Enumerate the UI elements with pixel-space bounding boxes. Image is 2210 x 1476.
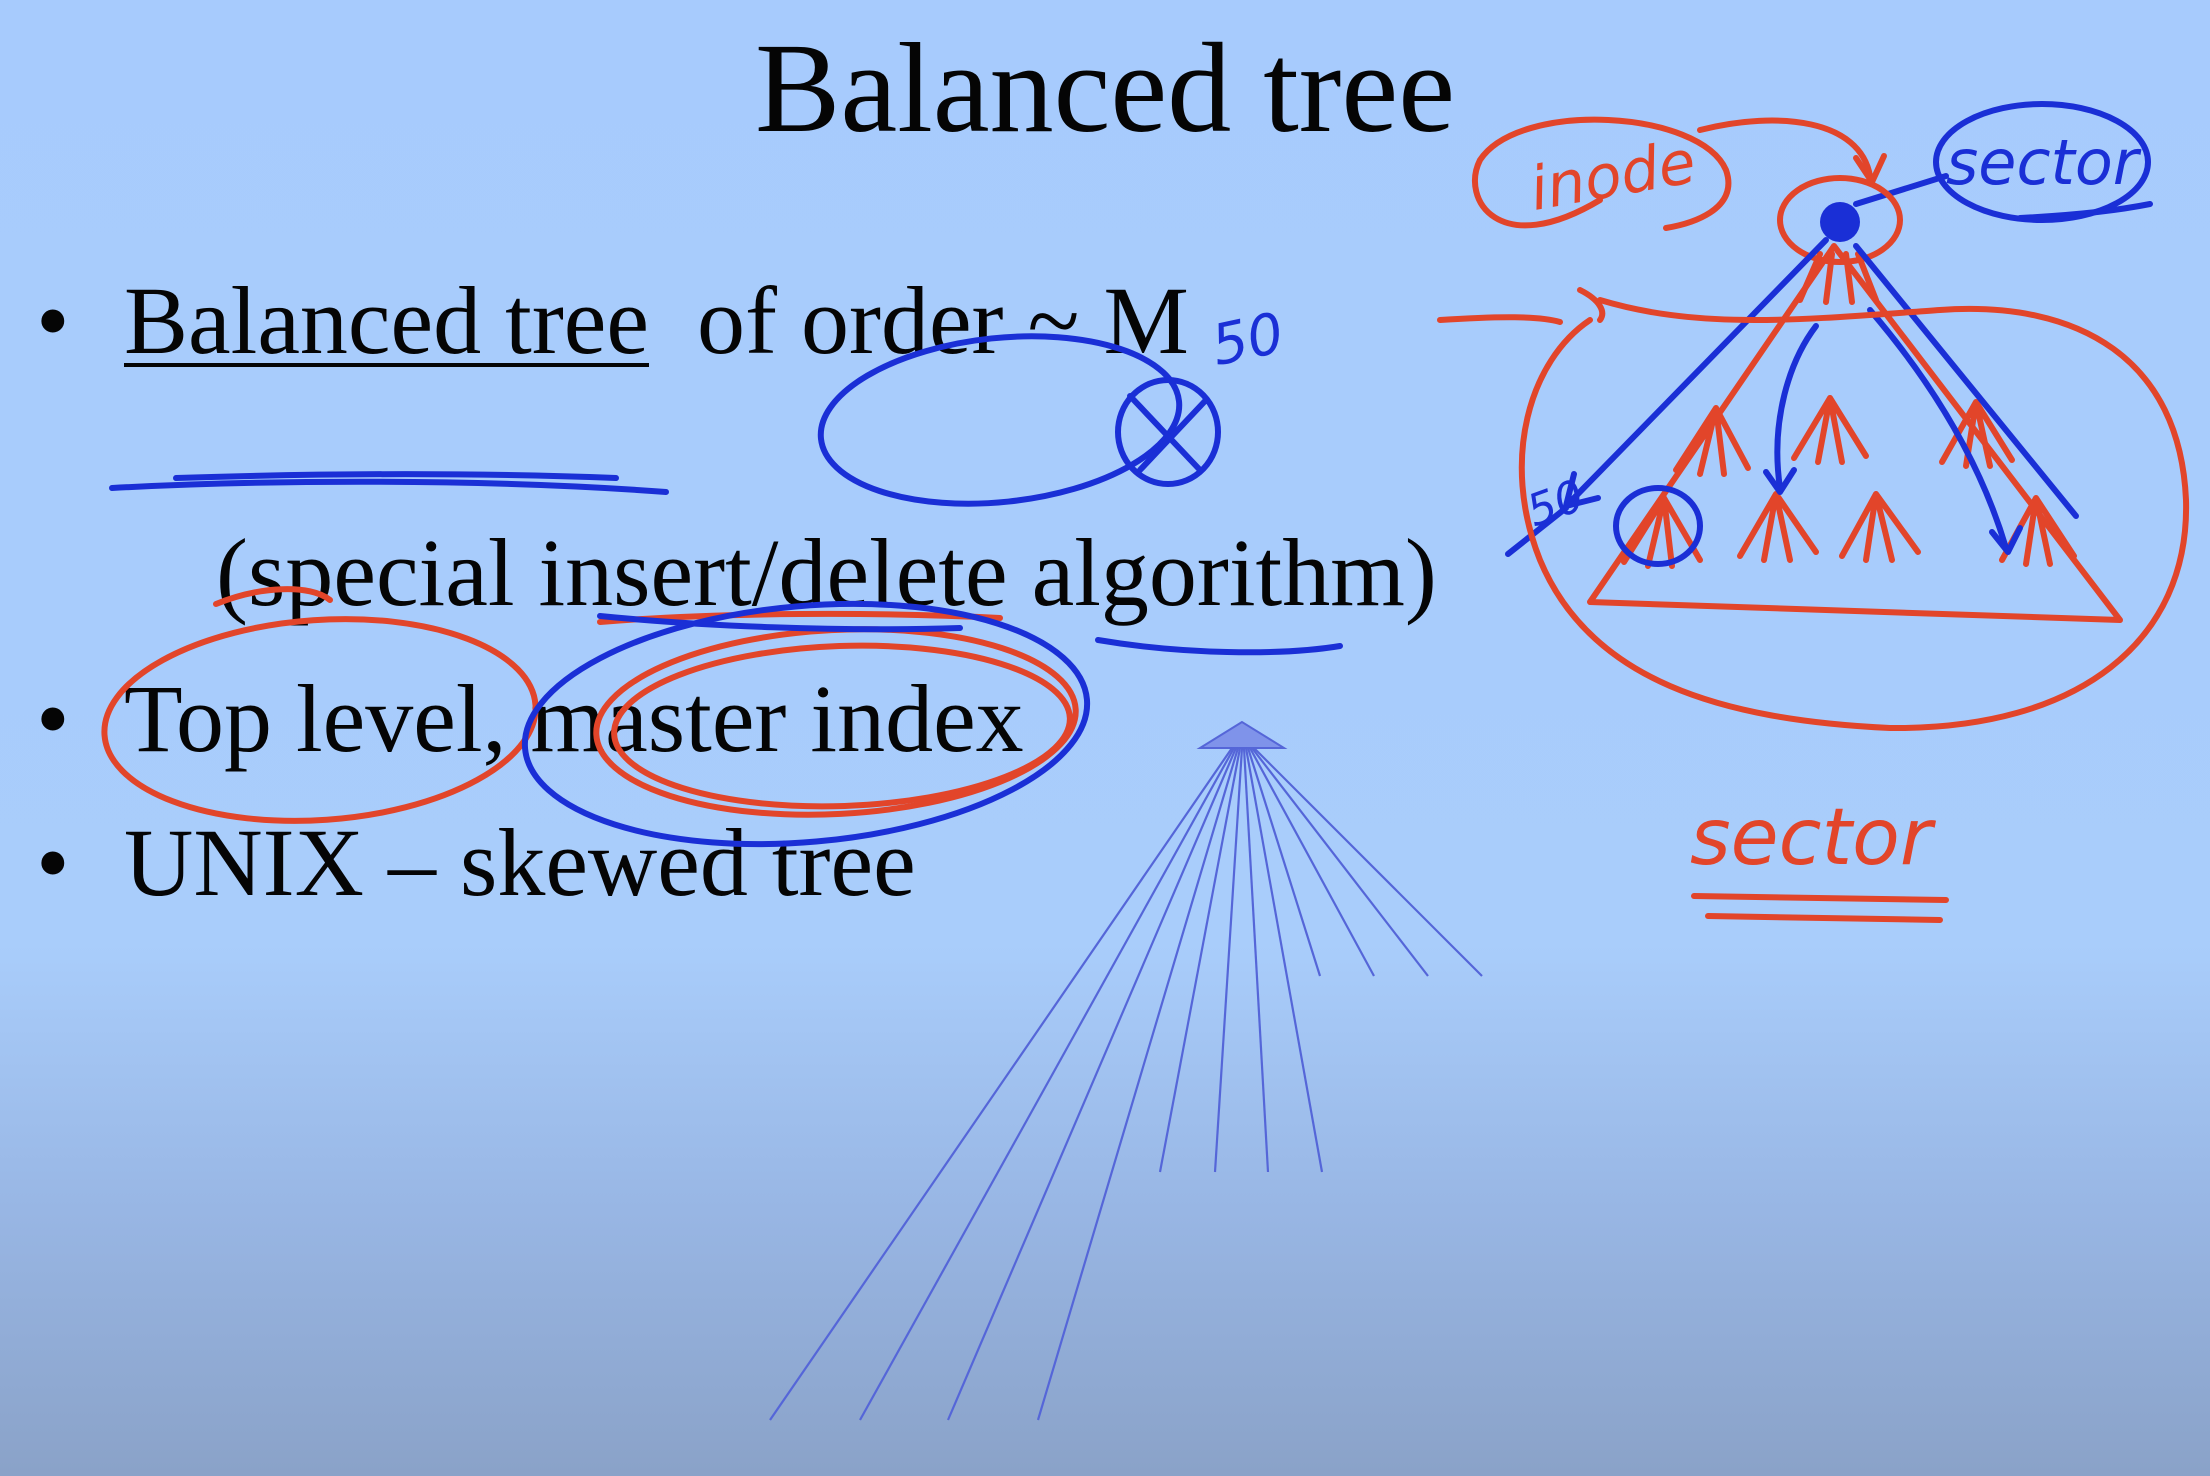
inode-arrow [1697, 117, 1873, 179]
slide-title: Balanced tree [755, 17, 1455, 159]
blue-arrow-mid-head [1763, 467, 1797, 495]
circle-m [1115, 377, 1221, 487]
circle-top-level [101, 616, 539, 824]
fan-line [1251, 747, 1429, 977]
blue-arrow-left [1569, 237, 1829, 503]
blue-underline-algorithm [1095, 637, 1343, 656]
bullet-3-text: UNIX – skewed tree [124, 809, 916, 916]
fan-apex-triangle [1196, 720, 1288, 749]
inode-label: inode [1525, 127, 1701, 225]
bullet-dot: • [36, 809, 70, 916]
blue-arrow-left-tail [1505, 505, 1569, 557]
bullet-balanced-tree: • Balanced tree of order ~ M [36, 267, 1189, 374]
bullet-unix: • UNIX – skewed tree [36, 809, 916, 916]
pointer-hook [1577, 287, 1606, 323]
fan-line [946, 747, 1238, 1421]
scribble-m [1127, 393, 1209, 473]
blue-arrow-mid [1774, 323, 1819, 491]
sector-pointer [1853, 173, 1949, 207]
bullet-1-underlined-term: Balanced tree [124, 267, 649, 374]
fan-line [859, 747, 1235, 1421]
subtree-fan [1621, 495, 1703, 569]
circle-master-index-2 [611, 642, 1073, 810]
sector-top-circle [1933, 101, 2151, 223]
blue-line-right [1853, 243, 2079, 519]
blue-underline-delete [597, 613, 963, 633]
order-note: 50 [1206, 301, 1289, 379]
sector-bottom-underline-2 [1705, 913, 1943, 923]
sector-bottom-underline-1 [1691, 893, 1949, 903]
underline-balanced-tree-2 [173, 471, 619, 481]
bullet-1-continuation: (special insert/delete algorithm) [216, 519, 1437, 626]
sector-bottom-label: sector [1690, 793, 1937, 883]
fan-line [1246, 747, 1322, 977]
blue-arrow-right [1867, 307, 2009, 551]
subtree-fan [1737, 491, 1819, 563]
enclosing-circle [1518, 297, 2190, 732]
fan-line [1036, 747, 1240, 1421]
bullet-2-text: Top level, master index [124, 665, 1024, 772]
bullet-dot: • [36, 665, 70, 772]
bullet-1-suffix: of order ~ M [649, 267, 1189, 374]
sector-top-label: sector [1946, 126, 2142, 199]
fan-line [769, 747, 1233, 1421]
subtree-fan [1673, 405, 1751, 477]
red-mark-special [213, 586, 333, 607]
root-node-circle [1777, 175, 1903, 265]
circle-blue-master [521, 600, 1091, 848]
root-fan-marks [1797, 251, 1879, 305]
subtree-fan [1839, 491, 1921, 563]
leaf-circle [1613, 485, 1703, 567]
blue-arrow-right-head [1989, 525, 2023, 555]
pointer-to-circle [1437, 314, 1563, 325]
fan-line [1249, 747, 1375, 977]
fan-line [1253, 747, 1483, 977]
fan-line [1213, 747, 1244, 1173]
fan-line [1242, 747, 1270, 1173]
subtree-fan [1791, 395, 1869, 465]
inode-circle [1472, 116, 1732, 231]
root-node [1820, 202, 1860, 242]
bullet-dot: • [36, 267, 70, 374]
sector-underline [2017, 201, 2153, 221]
fan-line [1158, 747, 1242, 1173]
subtree-fan [1999, 495, 2077, 567]
fan-line [1244, 747, 1324, 1173]
underline-balanced-tree [109, 478, 669, 495]
bullet-top-level: • Top level, master index [36, 665, 1024, 772]
tree-diagram: inode sector 50 [1437, 101, 2190, 923]
circle-order [817, 333, 1183, 507]
skewed-tree-fan [769, 720, 1483, 1421]
